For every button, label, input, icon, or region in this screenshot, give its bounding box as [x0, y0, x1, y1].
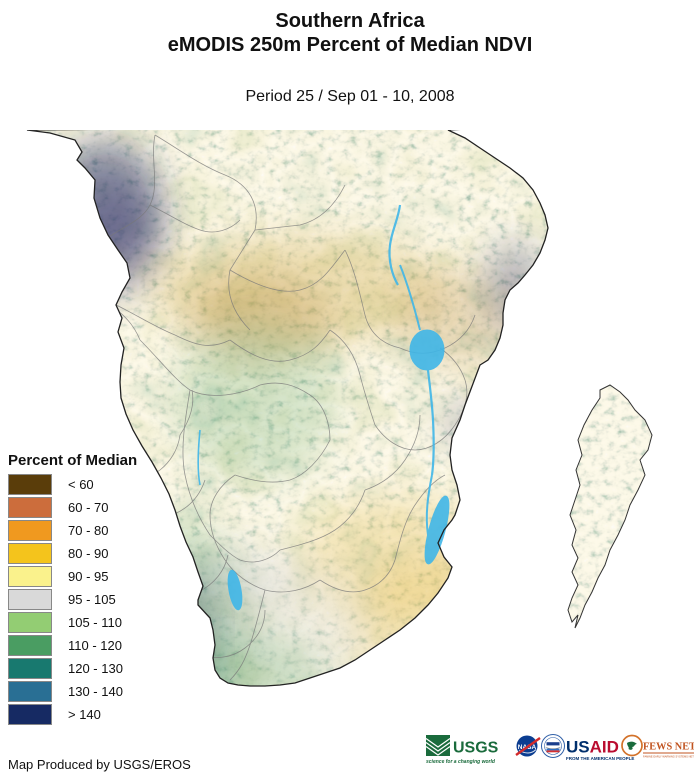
svg-text:USGS: USGS [453, 740, 499, 757]
svg-text:FAMINE EARLY WARNING SYSTEMS N: FAMINE EARLY WARNING SYSTEMS NETWORK [643, 755, 694, 759]
svg-text:science for a changing world: science for a changing world [426, 759, 496, 765]
svg-text:FROM THE AMERICAN PEOPLE: FROM THE AMERICAN PEOPLE [566, 756, 634, 761]
svg-text:FEWS NET: FEWS NET [643, 742, 694, 753]
svg-text:USAID: USAID [566, 738, 619, 757]
